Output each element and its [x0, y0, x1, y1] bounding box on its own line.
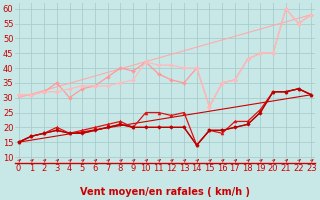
X-axis label: Vent moyen/en rafales ( km/h ): Vent moyen/en rafales ( km/h ) — [80, 187, 250, 197]
